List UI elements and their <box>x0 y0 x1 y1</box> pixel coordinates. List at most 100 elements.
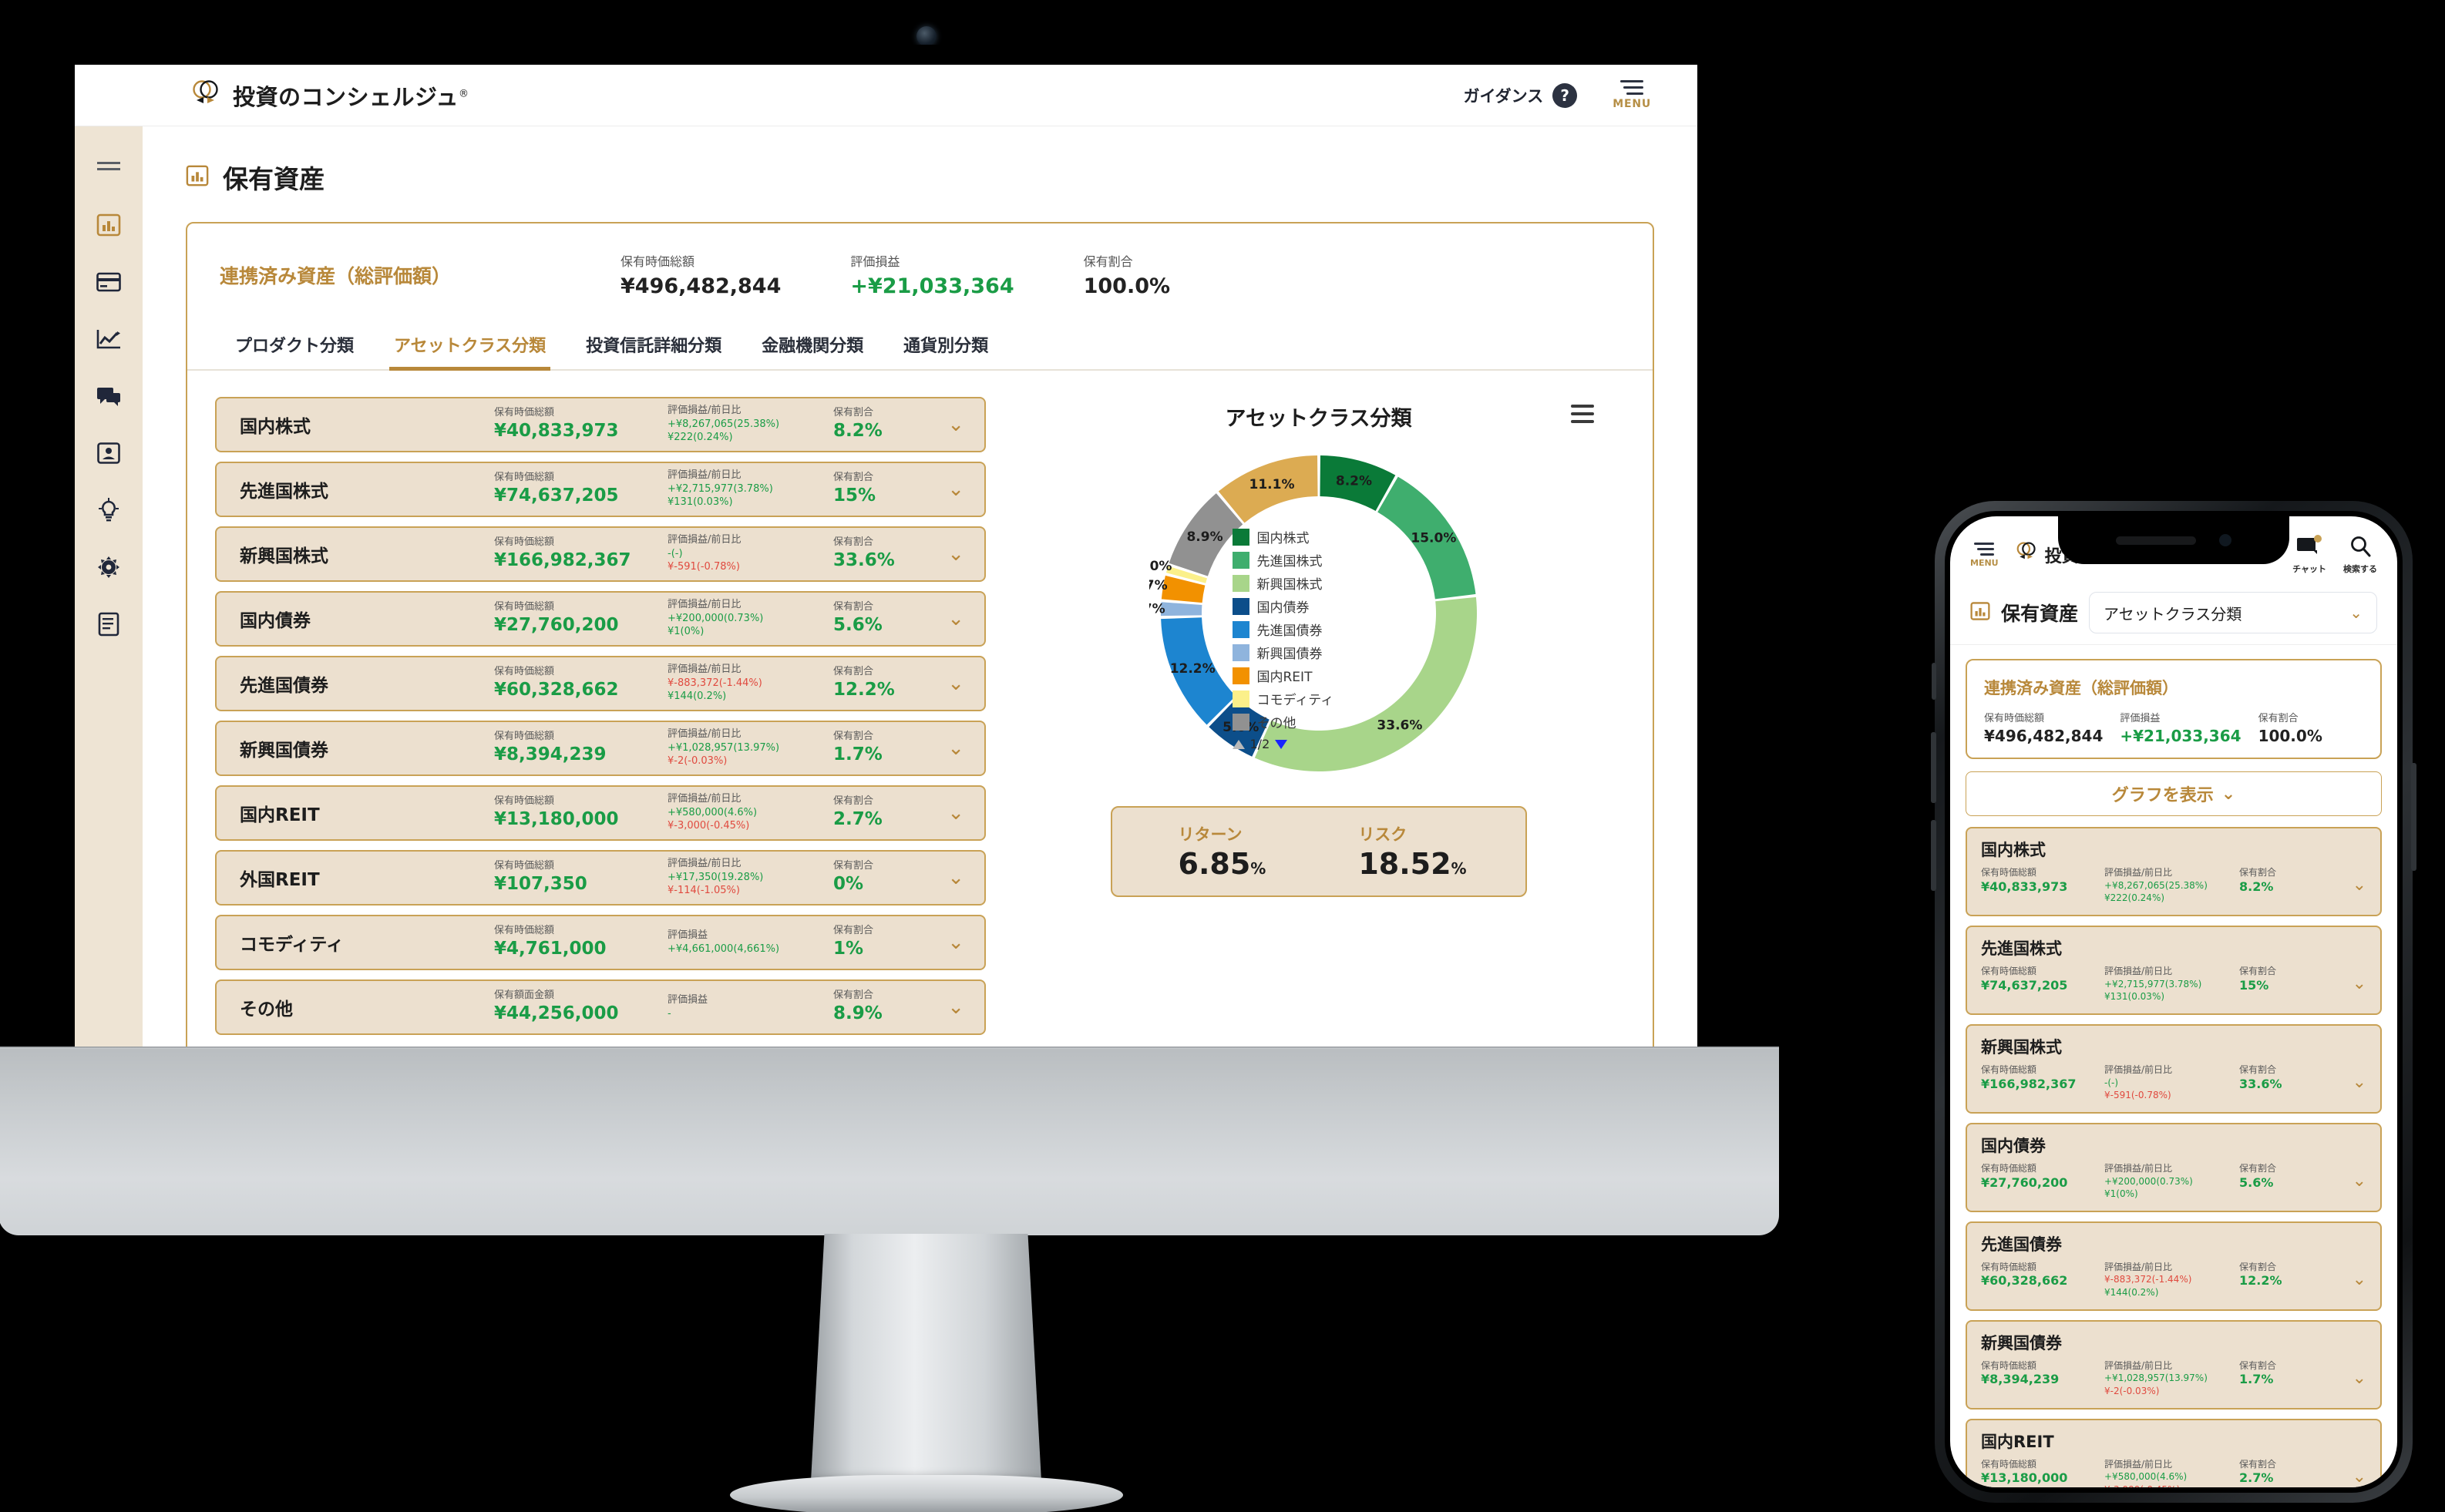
chevron-down-icon[interactable]: ⌄ <box>947 737 964 760</box>
chevron-down-icon[interactable]: ⌄ <box>2352 1369 2366 1389</box>
donut-slice[interactable] <box>1169 493 1243 576</box>
donut-slice[interactable] <box>1319 455 1395 512</box>
legend-swatch <box>1232 574 1249 592</box>
show-graph-button[interactable]: グラフを表示 ⌄ <box>1966 771 2382 816</box>
mobile-asset-row[interactable]: 新興国債券 保有時価総額 ¥8,394,239 評価損益/前日比 +¥1,028,957… <box>1966 1319 2382 1410</box>
mobile-chat-button[interactable]: チャット <box>2292 535 2326 575</box>
chevron-down-icon[interactable]: ⌄ <box>2352 875 2366 895</box>
mobile-asset-row[interactable]: 先進国株式 保有時価総額 ¥74,637,205 評価損益/前日比 +¥2,715,97… <box>1966 925 2382 1015</box>
search-icon <box>2349 535 2372 560</box>
asset-row[interactable]: 国内REIT 保有時価総額 ¥13,180,000 評価損益/前日比 +¥580,000… <box>215 785 986 841</box>
donut-slice[interactable] <box>1165 566 1207 583</box>
bar-chart-icon <box>1970 601 1990 624</box>
chevron-down-icon[interactable]: ⌄ <box>2352 1270 2366 1290</box>
phone-silent-switch[interactable] <box>1932 663 1936 700</box>
sidebar-item-chat[interactable] <box>93 381 124 412</box>
asset-row[interactable]: 外国REIT 保有時価総額 ¥107,350 評価損益/前日比 +¥17,350(19.… <box>215 850 986 906</box>
mobile-asset-row[interactable]: 新興国株式 保有時価総額 ¥166,982,367 評価損益/前日比 -(-) ¥-591… <box>1966 1023 2382 1114</box>
mobile-asset-name: 国内株式 <box>1981 841 2046 859</box>
mobile-asset-name: 新興国債券 <box>1981 1333 2062 1352</box>
mobile-search-button[interactable]: 検索する <box>2343 535 2377 575</box>
chevron-down-icon[interactable]: ⌄ <box>947 478 964 501</box>
donut-slice-label: 8.9% <box>1186 529 1222 545</box>
phone-power-button[interactable] <box>2411 763 2416 871</box>
donut-slice[interactable] <box>1254 596 1477 771</box>
legend-item[interactable]: コモディティ <box>1232 689 1418 708</box>
mobile-summary-ratio-value: 100.0% <box>2258 727 2322 745</box>
help-icon[interactable]: ? <box>1552 82 1578 108</box>
donut-slice[interactable] <box>1377 476 1475 600</box>
tab-4[interactable]: 通貨別分類 <box>903 337 989 356</box>
tab-0[interactable]: プロダクト分類 <box>235 337 355 356</box>
legend-item[interactable]: 新興国株式 <box>1232 573 1418 593</box>
donut-slice[interactable] <box>1218 455 1318 523</box>
mobile-asset-row[interactable]: 先進国債券 保有時価総額 ¥60,328,662 評価損益/前日比 ¥-883,372(… <box>1966 1221 2382 1311</box>
brand[interactable]: 投資のコンシェルジュ® <box>189 79 469 113</box>
chevron-down-icon[interactable]: ⌄ <box>2352 974 2366 994</box>
chevron-down-icon[interactable]: ⌄ <box>947 996 964 1019</box>
chevron-down-icon[interactable]: ⌄ <box>947 866 964 889</box>
legend-pager[interactable]: 1/2 <box>1232 737 1418 751</box>
mobile-chat-label: チャット <box>2292 564 2326 574</box>
monitor-chin <box>0 1047 1779 1235</box>
donut-slice-label: 8.2% <box>1335 473 1371 489</box>
mobile-asset-ratio-value: 2.7% <box>2239 1470 2274 1486</box>
legend-next-icon[interactable] <box>1275 739 1288 749</box>
donut-slice[interactable] <box>1160 602 1202 617</box>
asset-row[interactable]: 先進国株式 保有時価総額 ¥74,637,205 評価損益/前日比 +¥2,715,97… <box>215 462 986 517</box>
legend-item[interactable]: 国内REIT <box>1232 666 1418 685</box>
donut-slice[interactable] <box>1160 617 1236 725</box>
asset-row[interactable]: コモディティ 保有時価総額 ¥4,761,000 評価損益 +¥4,661,000(4,… <box>215 915 986 970</box>
chevron-down-icon[interactable]: ⌄ <box>2352 1171 2366 1191</box>
asset-row[interactable]: 国内株式 保有時価総額 ¥40,833,973 評価損益/前日比 +¥8,267,065… <box>215 397 986 452</box>
asset-row[interactable]: その他 保有額面金額 ¥44,256,000 評価損益 - 保有割合 8.9% ⌄ <box>215 979 986 1035</box>
asset-row[interactable]: 国内債券 保有時価総額 ¥27,760,200 評価損益/前日比 +¥200,000(0… <box>215 591 986 647</box>
chevron-down-icon[interactable]: ⌄ <box>947 672 964 695</box>
donut-slice[interactable] <box>1161 575 1205 603</box>
return-value: 6.85 <box>1178 847 1251 881</box>
sidebar-item-accounts[interactable] <box>93 267 124 297</box>
sidebar-item-profile[interactable] <box>93 438 124 469</box>
phone-volume-up-button[interactable] <box>1931 732 1936 803</box>
legend-prev-icon[interactable] <box>1232 739 1245 749</box>
chevron-down-icon[interactable]: ⌄ <box>947 413 964 436</box>
sidebar-item-documents[interactable] <box>93 609 124 640</box>
sidebar-item-performance[interactable] <box>93 324 124 354</box>
phone-inner-bezel: MENU 投資のコンシェルジュ <box>1945 511 2403 1493</box>
monitor-stand-neck <box>810 1234 1042 1488</box>
legend-item[interactable]: 国内債券 <box>1232 596 1418 616</box>
legend-item[interactable]: 先進国株式 <box>1232 550 1418 570</box>
chevron-down-icon[interactable]: ⌄ <box>947 931 964 954</box>
mobile-menu-button[interactable]: MENU <box>1970 542 1999 568</box>
sidebar-item-menu[interactable] <box>93 153 124 183</box>
mobile-asset-row[interactable]: 国内株式 保有時価総額 ¥40,833,973 評価損益/前日比 +¥8,267,065… <box>1966 827 2382 916</box>
chart-menu-icon[interactable] <box>1571 405 1594 423</box>
chevron-down-icon[interactable]: ⌄ <box>947 607 964 630</box>
sidebar-item-settings[interactable] <box>93 552 124 583</box>
asset-row[interactable]: 先進国債券 保有時価総額 ¥60,328,662 評価損益/前日比 ¥-883,372(… <box>215 656 986 711</box>
classification-select[interactable]: アセットクラス分類 ⌄ <box>2089 592 2377 633</box>
asset-amount-value: ¥166,982,367 <box>494 550 631 571</box>
legend-item[interactable]: その他 <box>1232 712 1418 731</box>
mobile-asset-row[interactable]: 国内債券 保有時価総額 ¥27,760,200 評価損益/前日比 +¥200,000(0… <box>1966 1122 2382 1212</box>
legend-item[interactable]: 新興国債券 <box>1232 643 1418 662</box>
chevron-down-icon[interactable]: ⌄ <box>947 543 964 566</box>
legend-item[interactable]: 先進国債券 <box>1232 620 1418 639</box>
menu-button[interactable]: MENU <box>1613 80 1651 110</box>
sidebar-item-assets[interactable] <box>93 210 124 240</box>
mobile-asset-row[interactable]: 国内REIT 保有時価総額 ¥13,180,000 評価損益/前日比 +¥580,000… <box>1966 1418 2382 1487</box>
asset-amount-value: ¥40,833,973 <box>494 421 619 442</box>
asset-row[interactable]: 新興国株式 保有時価総額 ¥166,982,367 評価損益/前日比 -(-) ¥-591… <box>215 526 986 582</box>
tab-3[interactable]: 金融機関分類 <box>762 337 864 356</box>
sidebar-item-insights[interactable] <box>93 495 124 526</box>
chevron-down-icon[interactable]: ⌄ <box>947 801 964 825</box>
legend-item[interactable]: 国内株式 <box>1232 527 1418 546</box>
chat-icon <box>2296 535 2322 560</box>
asset-row[interactable]: 新興国債券 保有時価総額 ¥8,394,239 評価損益/前日比 +¥1,028,957… <box>215 721 986 776</box>
phone-volume-down-button[interactable] <box>1931 820 1936 891</box>
chevron-down-icon[interactable]: ⌄ <box>2352 1073 2366 1093</box>
tab-2[interactable]: 投資信託詳細分類 <box>586 337 722 356</box>
chevron-down-icon[interactable]: ⌄ <box>2352 1467 2366 1487</box>
guidance-button[interactable]: ガイダンス ? <box>1463 82 1578 108</box>
tab-1[interactable]: アセットクラス分類 <box>374 321 566 371</box>
